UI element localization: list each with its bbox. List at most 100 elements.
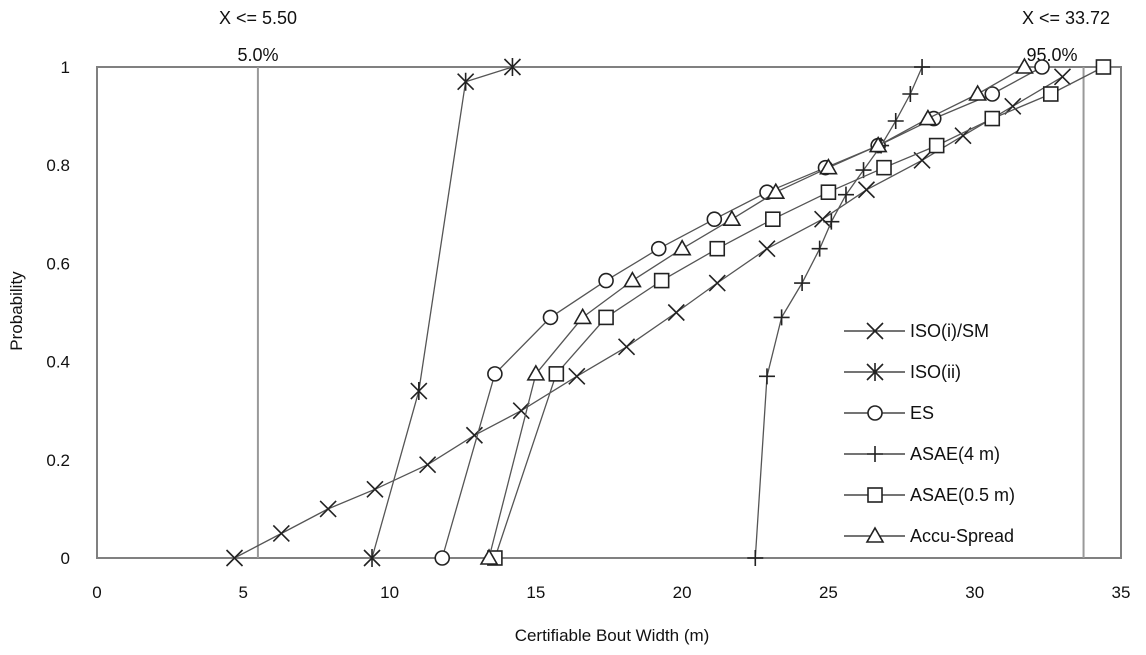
data-point <box>512 402 530 420</box>
series-line <box>234 76 1063 559</box>
legend-label: ES <box>910 403 934 423</box>
legend-marker <box>866 363 884 381</box>
series-group <box>225 57 1112 567</box>
x-tick-label: 15 <box>526 583 545 602</box>
data-point <box>747 550 764 566</box>
data-point <box>568 367 586 385</box>
legend: ISO(i)/SM ISO(ii) ES ASAE(4 m) ASAE(0.5 m) Ac… <box>844 321 1015 546</box>
tick-labels: 0 5 10 15 20 25 30 35 0 0.2 0.4 0.6 0.8 1 <box>46 58 1130 602</box>
data-point <box>814 210 832 228</box>
data-point <box>598 309 614 326</box>
data-point <box>363 549 381 567</box>
data-point <box>598 272 614 289</box>
x-tick-label: 5 <box>239 583 248 602</box>
axes <box>96 66 1122 559</box>
data-point <box>1042 86 1059 102</box>
series-line <box>488 66 1025 559</box>
data-point <box>706 211 723 228</box>
legend-item: ASAE(4 m) <box>844 444 1000 464</box>
data-point <box>410 382 428 401</box>
legend-item: Accu-Spread <box>844 526 1014 546</box>
series-line <box>371 66 513 559</box>
x-tick-label: 30 <box>965 583 984 602</box>
legend-label: ISO(i)/SM <box>910 321 989 341</box>
data-point <box>819 158 838 175</box>
data-point <box>548 366 565 382</box>
percentile-label-left: X <= 5.50 <box>219 8 297 28</box>
data-point <box>758 368 775 385</box>
legend-marker <box>867 405 883 421</box>
data-point <box>319 500 337 518</box>
data-point <box>773 309 790 326</box>
legend-label: ISO(ii) <box>910 362 961 382</box>
data-point <box>542 309 559 326</box>
data-point <box>855 162 872 179</box>
data-point <box>1015 57 1034 74</box>
data-point <box>667 303 685 322</box>
data-point <box>434 550 451 566</box>
data-point <box>766 182 786 200</box>
x-tick-label: 0 <box>92 583 101 602</box>
legend-label: ASAE(4 m) <box>910 444 1000 464</box>
legend-marker <box>867 446 883 462</box>
data-point <box>465 426 483 444</box>
series-line <box>754 66 923 559</box>
data-point <box>617 338 636 356</box>
data-point <box>709 240 726 257</box>
data-point <box>914 59 931 75</box>
data-point <box>928 137 945 154</box>
data-point <box>672 239 692 256</box>
data-point <box>272 524 290 543</box>
x-axis-label: Certifiable Bout Width (m) <box>515 626 710 645</box>
x-tick-label: 20 <box>673 583 692 602</box>
data-point <box>887 113 904 130</box>
legend-item: ISO(i)/SM <box>844 321 989 341</box>
data-point <box>913 151 931 169</box>
series-ISO(i)/SM <box>225 68 1072 567</box>
y-axis-label-group: Probability <box>7 271 26 351</box>
plot-area <box>96 66 1122 559</box>
data-point <box>503 58 522 76</box>
data-point <box>225 549 244 567</box>
data-point <box>811 240 828 257</box>
series-line <box>441 66 1043 559</box>
y-tick-label: 0.2 <box>46 451 70 470</box>
data-point <box>758 240 776 258</box>
data-point <box>623 270 642 288</box>
data-point <box>794 275 811 292</box>
y-tick-label: 0.6 <box>46 254 70 273</box>
data-point <box>902 86 919 103</box>
legend-item: ISO(ii) <box>844 362 961 382</box>
x-tick-label: 25 <box>819 583 838 602</box>
x-tick-label: 35 <box>1112 583 1131 602</box>
percentile-value-left: 5.0% <box>237 45 278 65</box>
legend-item: ES <box>844 403 934 423</box>
data-point <box>984 86 1001 102</box>
data-point <box>857 181 876 199</box>
data-point <box>479 548 499 565</box>
data-point <box>876 159 892 176</box>
y-tick-label: 0.8 <box>46 156 70 175</box>
data-point <box>984 110 1001 127</box>
legend-item: ASAE(0.5 m) <box>844 485 1015 505</box>
data-point <box>1053 68 1072 86</box>
data-point <box>650 240 667 257</box>
data-point <box>820 184 837 201</box>
data-point <box>487 366 503 382</box>
legend-marker <box>866 322 884 340</box>
data-point <box>573 307 593 325</box>
series-ASAE(4 m) <box>747 59 931 566</box>
data-point <box>708 274 726 292</box>
y-tick-label: 0.4 <box>46 353 70 372</box>
data-point <box>765 211 781 228</box>
legend-marker <box>865 526 885 543</box>
percentile-label-right: X <= 33.72 <box>1022 8 1110 28</box>
data-point <box>1095 59 1112 75</box>
y-tick-label: 0 <box>61 549 70 568</box>
legend-marker <box>867 487 883 503</box>
data-point <box>366 480 384 498</box>
data-point <box>419 456 437 474</box>
data-point <box>823 213 840 230</box>
legend-label: ASAE(0.5 m) <box>910 485 1015 505</box>
